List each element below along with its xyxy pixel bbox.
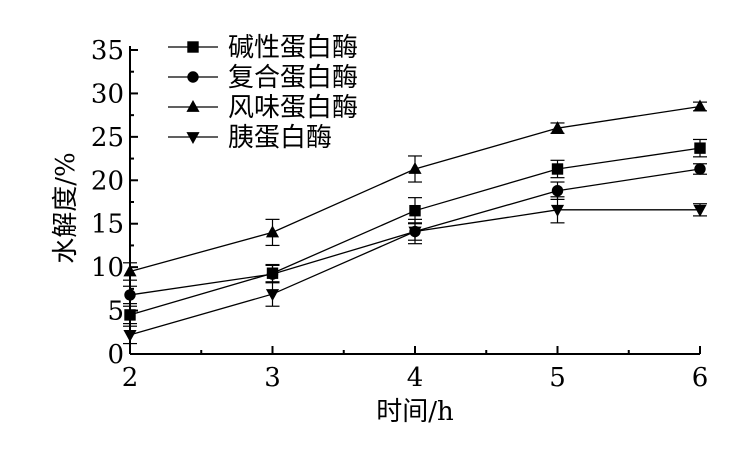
legend-item: 碱性蛋白酶 xyxy=(168,33,358,63)
series-3 xyxy=(123,99,707,281)
x-tick-label: 5 xyxy=(549,363,566,393)
legend-marker xyxy=(187,71,199,83)
series-layer xyxy=(123,99,707,345)
legend-label: 碱性蛋白酶 xyxy=(228,33,358,63)
y-axis-title: 水解度/% xyxy=(51,152,81,263)
y-tick-label: 25 xyxy=(91,123,124,153)
legend-label: 复合蛋白酶 xyxy=(228,63,358,93)
data-point xyxy=(409,204,421,217)
legend-label: 风味蛋白酶 xyxy=(228,93,358,123)
data-point xyxy=(265,289,280,302)
data-point xyxy=(408,226,422,239)
y-tick-label: 0 xyxy=(107,340,124,370)
x-tick-label: 3 xyxy=(264,363,281,393)
y-tick-label: 5 xyxy=(107,297,124,327)
legend-item: 胰蛋白酶 xyxy=(168,123,332,153)
data-point xyxy=(551,185,564,197)
legend-marker xyxy=(187,41,199,53)
data-point xyxy=(693,204,707,217)
data-point xyxy=(550,204,565,217)
y-tick-label: 10 xyxy=(91,253,124,283)
y-tick-label: 20 xyxy=(91,166,124,196)
x-tick-label: 2 xyxy=(122,363,139,393)
legend-item: 复合蛋白酶 xyxy=(168,63,358,93)
legend-marker xyxy=(186,132,200,145)
x-tick-label: 4 xyxy=(407,363,424,393)
series-4 xyxy=(123,196,707,345)
data-point xyxy=(550,121,565,134)
y-tick-label: 35 xyxy=(91,36,124,66)
axes-layer: 0 5 10 15 20 25 30 35 2 3 4 5 6 xyxy=(91,36,708,393)
y-tick-label: 30 xyxy=(91,79,124,109)
data-point xyxy=(694,163,706,175)
data-point xyxy=(408,161,422,174)
series-line xyxy=(129,105,701,273)
legend-item: 风味蛋白酶 xyxy=(168,93,358,123)
data-point xyxy=(266,268,279,280)
x-tick-label: 6 xyxy=(692,363,709,393)
legend-marker xyxy=(186,99,200,112)
data-point xyxy=(694,142,706,154)
data-point xyxy=(693,99,707,112)
legend-label: 胰蛋白酶 xyxy=(228,123,332,153)
data-point xyxy=(265,225,280,238)
y-tick-label: 15 xyxy=(91,210,124,240)
data-point xyxy=(551,163,564,175)
x-axis-title: 时间/h xyxy=(376,397,454,427)
